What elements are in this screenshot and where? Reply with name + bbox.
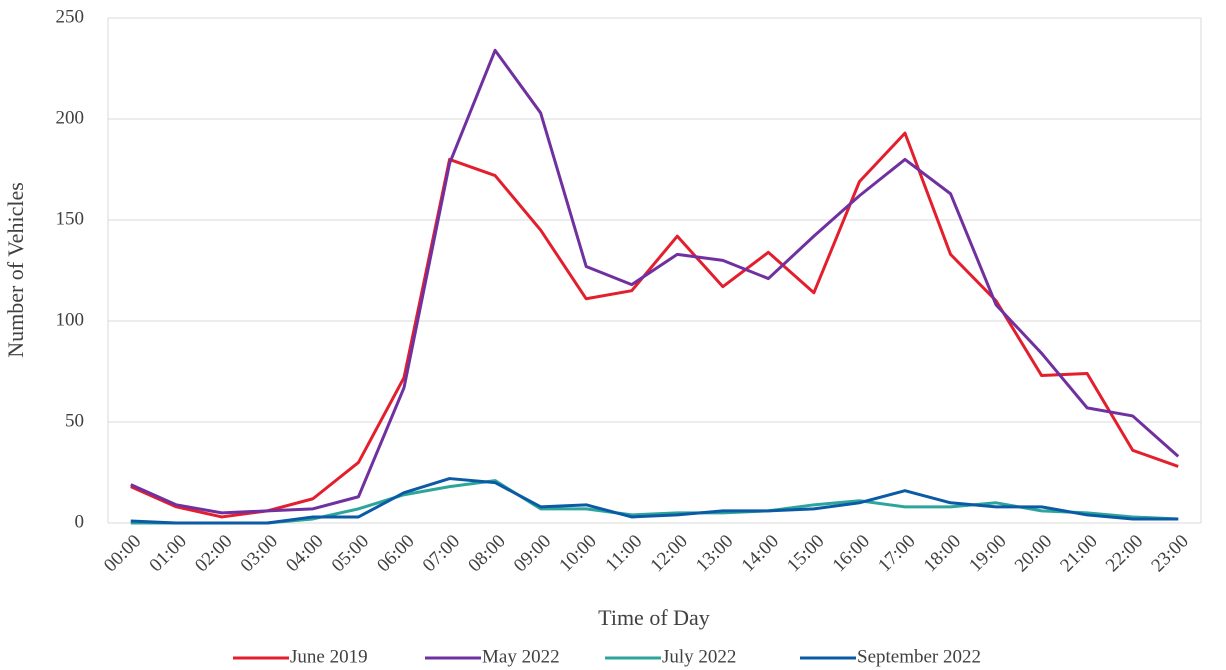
series-line <box>130 479 1179 525</box>
y-tick-label: 200 <box>56 107 85 128</box>
x-tick-label: 16:00 <box>829 531 874 576</box>
x-tick-label: 18:00 <box>920 531 965 576</box>
x-tick-label: 08:00 <box>464 531 509 576</box>
x-tick-label: 01:00 <box>145 531 190 576</box>
x-tick-label: 19:00 <box>965 531 1010 576</box>
x-tick-label: 02:00 <box>191 531 236 576</box>
x-tick-label: 03:00 <box>237 531 282 576</box>
series-line <box>130 131 1179 519</box>
x-tick-label: 09:00 <box>510 531 555 576</box>
series-line <box>130 477 1179 525</box>
y-tick-label: 100 <box>56 309 85 330</box>
series-line <box>130 48 1180 515</box>
x-tick-label: 14:00 <box>738 531 783 576</box>
x-tick-label: 07:00 <box>419 531 464 576</box>
legend-label: June 2019 <box>290 646 368 667</box>
y-tick-label: 250 <box>56 6 85 27</box>
x-tick-label: 20:00 <box>1011 531 1056 576</box>
y-tick-label: 50 <box>65 410 84 431</box>
x-tick-label: 22:00 <box>1102 531 1147 576</box>
x-tick-label: 11:00 <box>601 531 646 576</box>
x-tick-label: 10:00 <box>555 531 600 576</box>
x-tick-label: 04:00 <box>282 531 327 576</box>
x-axis-title: Time of Day <box>598 605 710 630</box>
y-tick-label: 0 <box>75 511 85 532</box>
x-tick-label: 00:00 <box>100 531 145 576</box>
x-tick-label: 05:00 <box>328 531 373 576</box>
x-tick-label: 17:00 <box>874 531 919 576</box>
legend-label: September 2022 <box>857 646 981 667</box>
y-axis-title: Number of Vehicles <box>3 182 28 358</box>
x-tick-label: 21:00 <box>1056 531 1101 576</box>
y-tick-label: 150 <box>56 208 85 229</box>
x-tick-label: 12:00 <box>646 531 691 576</box>
legend-label: May 2022 <box>482 646 560 667</box>
x-tick-label: 06:00 <box>373 531 418 576</box>
x-tick-label: 23:00 <box>1147 531 1192 576</box>
x-tick-label: 15:00 <box>783 531 828 576</box>
x-tick-label: 13:00 <box>692 531 737 576</box>
legend-label: July 2022 <box>662 646 736 667</box>
